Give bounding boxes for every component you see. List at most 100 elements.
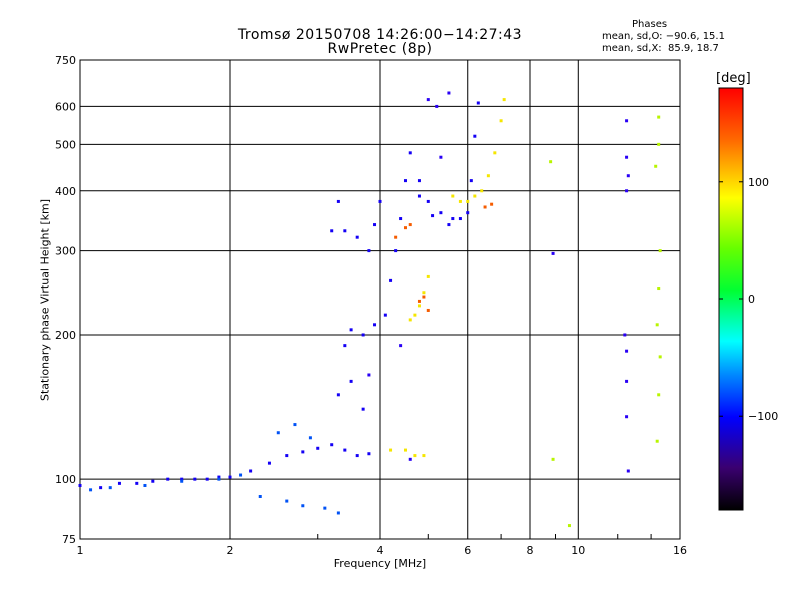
y-tick-label: 75 bbox=[62, 533, 76, 546]
data-point bbox=[458, 199, 462, 203]
data-point bbox=[308, 436, 312, 440]
data-point bbox=[343, 344, 347, 348]
data-points bbox=[78, 91, 662, 528]
data-point bbox=[394, 249, 398, 253]
data-point bbox=[349, 328, 353, 332]
data-point bbox=[458, 217, 462, 221]
colorbar-tick-label: −100 bbox=[748, 410, 778, 423]
data-point bbox=[625, 349, 629, 353]
y-axis-label: Stationary phase Virtual Height [km] bbox=[38, 198, 52, 402]
data-point bbox=[301, 450, 305, 454]
y-tick-label: 600 bbox=[55, 100, 76, 113]
colorbar-tick-label: 0 bbox=[748, 293, 755, 306]
y-tick-label: 200 bbox=[55, 329, 76, 342]
data-point bbox=[466, 211, 470, 215]
data-point bbox=[336, 511, 340, 515]
data-point bbox=[228, 475, 232, 479]
data-point bbox=[473, 194, 477, 198]
data-point bbox=[493, 151, 497, 155]
y-tick-label: 100 bbox=[55, 473, 76, 486]
data-point bbox=[408, 223, 412, 227]
data-point bbox=[551, 251, 555, 255]
data-point bbox=[258, 494, 262, 498]
data-point bbox=[626, 469, 630, 473]
y-tick-label: 750 bbox=[55, 54, 76, 67]
data-point bbox=[408, 457, 412, 461]
data-point bbox=[408, 318, 412, 322]
data-point bbox=[361, 333, 365, 337]
data-point bbox=[403, 179, 407, 183]
data-point bbox=[399, 217, 403, 221]
data-point bbox=[180, 477, 184, 481]
x-axis-label-text: Frequency [MHz] bbox=[333, 557, 427, 570]
data-point bbox=[293, 423, 297, 427]
data-point bbox=[117, 481, 121, 485]
data-point bbox=[367, 249, 371, 253]
data-point bbox=[373, 223, 377, 227]
data-point bbox=[657, 115, 661, 119]
data-point bbox=[361, 407, 365, 411]
data-point bbox=[502, 98, 506, 102]
data-point bbox=[417, 179, 421, 183]
data-point bbox=[239, 473, 243, 477]
data-point bbox=[285, 499, 289, 503]
data-point bbox=[439, 155, 443, 159]
data-point bbox=[403, 226, 407, 230]
data-point bbox=[399, 344, 403, 348]
data-point bbox=[623, 333, 627, 337]
data-point bbox=[166, 477, 170, 481]
data-point bbox=[551, 457, 555, 461]
data-point bbox=[657, 393, 661, 397]
data-point bbox=[499, 119, 503, 123]
colorbar-ticks: 100 0 −100 bbox=[719, 176, 778, 423]
data-point bbox=[336, 393, 340, 397]
data-point bbox=[99, 486, 103, 490]
data-point bbox=[447, 223, 451, 227]
data-point bbox=[389, 278, 393, 282]
data-point bbox=[276, 431, 280, 435]
data-point bbox=[469, 179, 473, 183]
data-point bbox=[394, 235, 398, 239]
data-point bbox=[330, 443, 334, 447]
data-point bbox=[355, 454, 359, 458]
data-point bbox=[217, 475, 221, 479]
data-point bbox=[426, 199, 430, 203]
data-point bbox=[417, 194, 421, 198]
data-point bbox=[626, 174, 630, 178]
axis-ticks: 1 2 4 6 8 10 16 75 100 200 300 400 500 600 750 bbox=[55, 54, 687, 557]
data-point bbox=[417, 304, 421, 308]
data-point bbox=[108, 486, 112, 490]
data-point bbox=[367, 373, 371, 377]
data-point bbox=[151, 479, 155, 483]
data-point bbox=[336, 199, 340, 203]
x-tick-label: 10 bbox=[571, 544, 585, 557]
data-point bbox=[180, 479, 184, 483]
data-point bbox=[316, 446, 320, 450]
data-point bbox=[625, 415, 629, 419]
data-point bbox=[367, 452, 371, 456]
data-point bbox=[625, 155, 629, 159]
data-point bbox=[383, 313, 387, 317]
data-point bbox=[408, 151, 412, 155]
chart-subtitle: RwPretec (8p) bbox=[327, 41, 433, 57]
data-point bbox=[355, 235, 359, 239]
data-point bbox=[625, 189, 629, 193]
data-point bbox=[657, 142, 661, 146]
data-point bbox=[466, 199, 470, 203]
data-point bbox=[413, 313, 417, 317]
data-point bbox=[655, 439, 659, 443]
data-point bbox=[435, 104, 439, 108]
phases-x-mode: mean, sd,X: 85.9, 18.7 bbox=[602, 43, 719, 54]
data-point bbox=[135, 481, 139, 485]
y-tick-label: 300 bbox=[55, 245, 76, 258]
data-point bbox=[267, 461, 271, 465]
data-point bbox=[78, 483, 82, 487]
data-point bbox=[403, 448, 407, 452]
phases-header: Phases bbox=[632, 19, 668, 30]
data-point bbox=[422, 295, 426, 299]
data-point bbox=[657, 287, 661, 291]
data-point bbox=[422, 454, 426, 458]
x-tick-label: 4 bbox=[377, 544, 384, 557]
data-point bbox=[417, 299, 421, 303]
